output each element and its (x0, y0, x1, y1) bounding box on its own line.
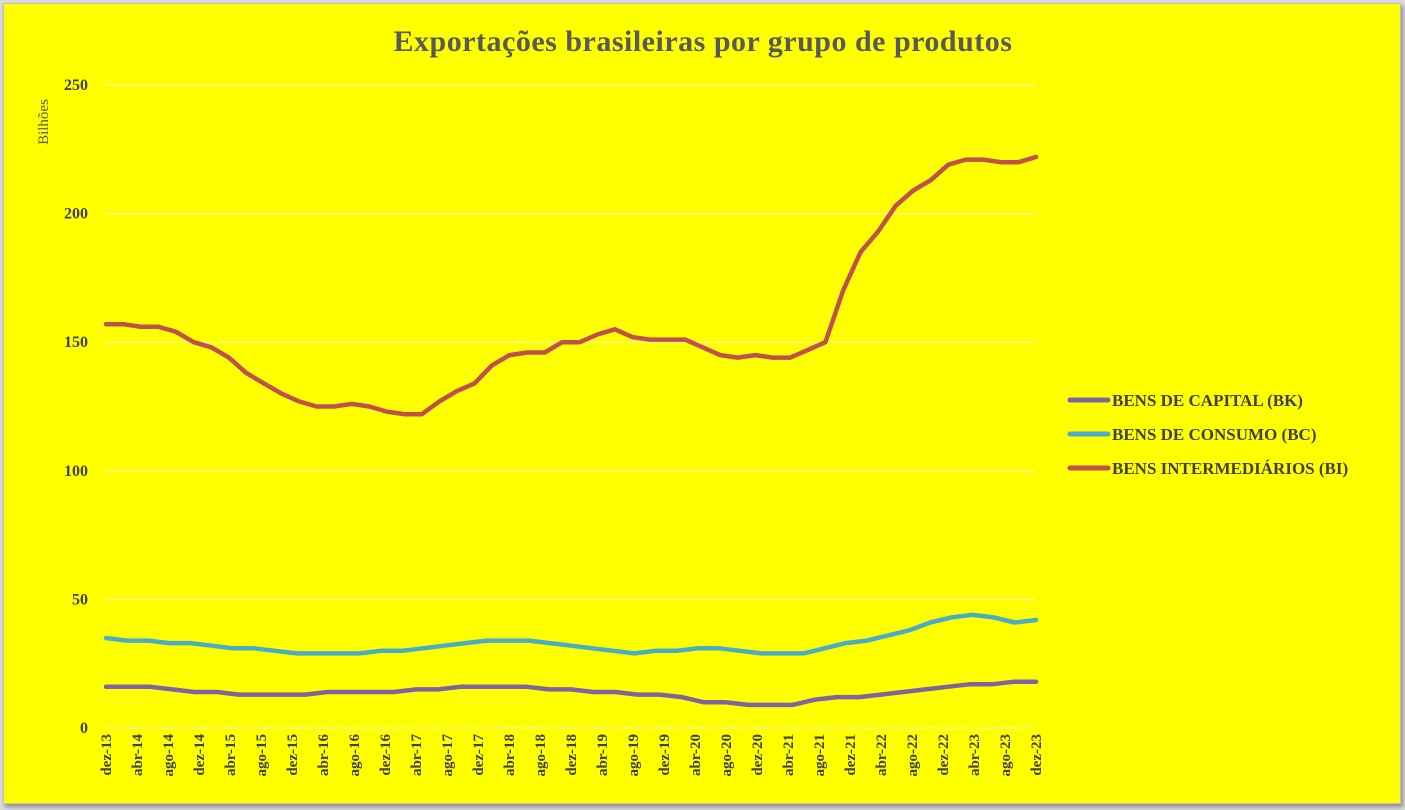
chart-title: Exportações brasileiras por grupo de pro… (394, 25, 1013, 58)
chart-area: Exportações brasileiras por grupo de pro… (3, 3, 1401, 804)
legend: BENS DE CAPITAL (BK) BENS DE CONSUMO (BC)… (1067, 391, 1348, 478)
x-tick-label: abr-18 (502, 734, 518, 776)
x-tick-label: ago-20 (719, 734, 735, 777)
x-tick-label: abr-17 (409, 734, 425, 776)
y-axis-ticks: 0 50 100 150 200 250 (64, 77, 88, 737)
x-tick-label: abr-22 (874, 734, 890, 776)
x-tick-label: abr-23 (967, 734, 983, 776)
x-tick-label: ago-21 (812, 734, 828, 777)
y-tick-label: 200 (64, 206, 88, 223)
series-lines (103, 154, 1039, 708)
x-tick-label: dez-19 (657, 734, 673, 776)
x-tick-label: dez-20 (750, 734, 766, 776)
x-tick-label: dez-21 (843, 734, 859, 776)
x-tick-label: abr-21 (781, 734, 797, 776)
x-tick-label: dez-17 (471, 734, 487, 776)
series-line-bens-intermedi-rios-bi (103, 154, 1039, 417)
x-tick-label: abr-19 (595, 734, 611, 776)
x-tick-label: dez-15 (285, 734, 301, 776)
y-tick-label: 150 (64, 334, 88, 351)
x-tick-label: abr-16 (316, 734, 332, 776)
x-tick-label: ago-22 (905, 734, 921, 777)
x-tick-label: ago-19 (626, 734, 642, 777)
x-tick-label: ago-23 (998, 734, 1014, 777)
x-tick-label: dez-14 (192, 734, 208, 776)
legend-entry: BENS INTERMEDIÁRIOS (BI) (1112, 459, 1348, 478)
y-tick-label: 0 (80, 720, 88, 737)
x-tick-label: abr-20 (688, 734, 704, 776)
y-tick-label: 100 (64, 463, 88, 480)
legend-entry: BENS DE CONSUMO (BC) (1112, 425, 1317, 444)
x-tick-label: dez-23 (1029, 734, 1045, 776)
x-tick-label: ago-14 (161, 734, 177, 777)
x-tick-label: dez-13 (99, 734, 115, 776)
series-line-bens-de-consumo-bc (103, 612, 1039, 656)
legend-entry: BENS DE CAPITAL (BK) (1112, 391, 1303, 410)
x-tick-label: ago-16 (347, 734, 363, 777)
x-tick-label: ago-15 (254, 734, 270, 777)
x-tick-label: abr-14 (130, 734, 146, 776)
line-chart: Exportações brasileiras por grupo de pro… (36, 25, 1348, 777)
x-tick-label: ago-17 (440, 734, 456, 777)
x-tick-label: dez-18 (564, 734, 580, 776)
gridlines (106, 84, 1036, 729)
x-axis-ticks: dez-13 abr-14 ago-14 dez-14 abr-15 ago-15 dez-… (99, 734, 1045, 777)
y-axis-label: Bilhões (36, 99, 52, 145)
series-line-bens-de-capital-bk (103, 679, 1039, 708)
x-tick-label: ago-18 (533, 734, 549, 777)
x-tick-label: abr-15 (223, 734, 239, 776)
x-tick-label: dez-16 (378, 734, 394, 776)
x-tick-label: dez-22 (936, 734, 952, 776)
y-tick-label: 50 (72, 591, 88, 608)
y-tick-label: 250 (64, 77, 88, 94)
